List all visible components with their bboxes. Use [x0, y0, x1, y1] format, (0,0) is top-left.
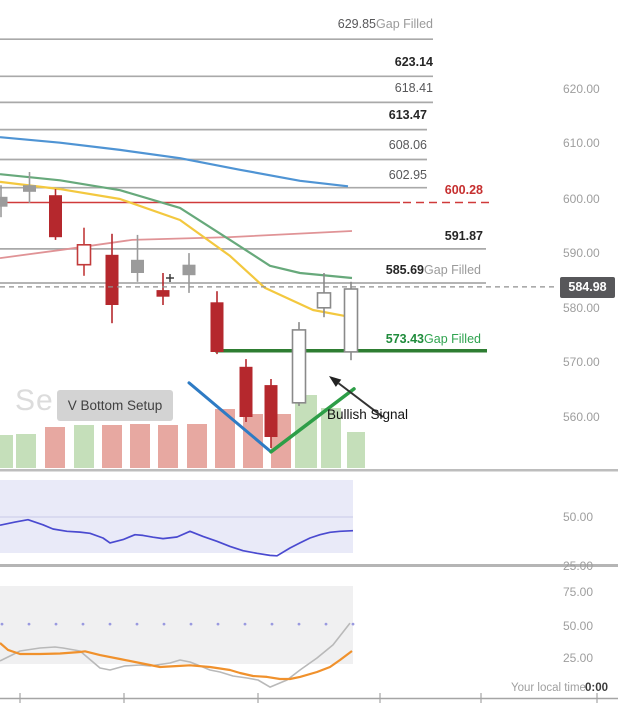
level-label: 608.06: [388, 138, 427, 152]
level-label: 600.28: [444, 183, 483, 197]
price-axis-label: 620.00: [563, 82, 600, 96]
price-axis-label: 570.00: [563, 355, 600, 369]
v-bottom-setup-label: V Bottom Setup: [57, 390, 173, 421]
current-price-badge: 584.98: [560, 277, 615, 298]
level-label: 585.69Gap Filled: [385, 263, 481, 277]
level-label: 629.85Gap Filled: [337, 17, 433, 31]
rsi-axis-label: 25.00: [563, 559, 594, 573]
price-axis-label: 580.00: [563, 301, 600, 315]
level-label: 591.87: [444, 229, 483, 243]
level-label: 618.41: [394, 81, 433, 95]
level-label: 602.95: [388, 168, 427, 182]
level-label: 573.43Gap Filled: [385, 332, 481, 346]
bullish-signal-label: Bullish Signal: [327, 407, 409, 422]
local-time-label: Your local time: [510, 682, 586, 694]
price-axis-label: 590.00: [563, 246, 600, 260]
local-time-footer: Your local time0:00: [511, 682, 608, 694]
price-axis-label: 560.00: [563, 410, 600, 424]
stoch-axis-label: 75.00: [563, 585, 594, 599]
watermark-text: Se: [15, 384, 54, 417]
price-axis-label: 600.00: [563, 192, 600, 206]
stoch-axis-label: 25.00: [563, 651, 594, 665]
gap-filled-tag: Gap Filled: [424, 332, 481, 346]
price-axis-label: 610.00: [563, 136, 600, 150]
gap-filled-tag: Gap Filled: [376, 17, 433, 31]
time-value[interactable]: 0:00: [584, 682, 608, 694]
level-label: 613.47: [388, 108, 427, 122]
stoch-axis-label: 50.00: [563, 619, 594, 633]
gap-filled-tag: Gap Filled: [424, 263, 481, 277]
rsi-axis-label: 50.00: [563, 510, 594, 524]
level-label: 623.14: [394, 55, 433, 69]
